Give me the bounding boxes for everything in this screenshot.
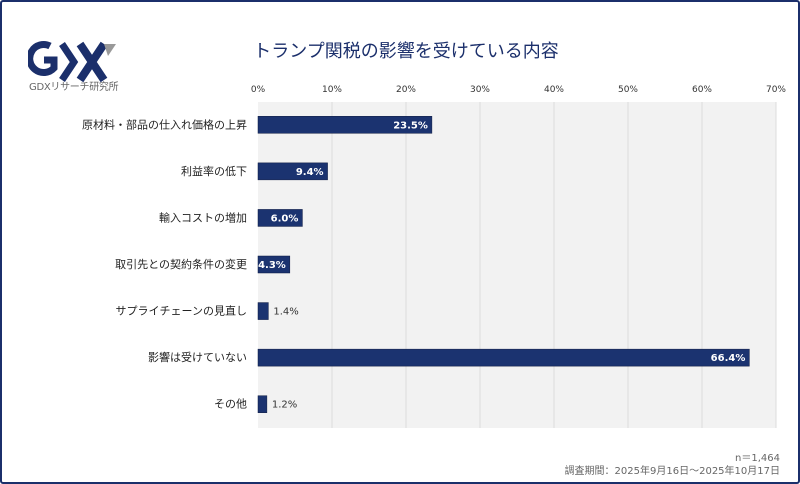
category-label: 原材料・部品の仕入れ価格の上昇 xyxy=(82,117,247,131)
data-label: 66.4% xyxy=(711,353,746,364)
data-label: 6.0% xyxy=(271,213,299,224)
x-tick-label: 40% xyxy=(544,85,564,95)
survey-period: 調査期間：2025年9月16日～2025年10月17日 xyxy=(564,466,780,477)
x-tick-label: 0% xyxy=(251,85,266,95)
chart-title: トランプ関税の影響を受けている内容 xyxy=(253,41,559,62)
category-label: サプライチェーンの見直し xyxy=(116,304,247,318)
bar xyxy=(257,209,303,227)
x-tick-label: 50% xyxy=(618,85,638,95)
data-label: 4.3% xyxy=(258,260,286,271)
data-label: 23.5% xyxy=(393,120,428,131)
data-label: 1.4% xyxy=(273,307,298,318)
category-label: 取引先との契約条件の変更 xyxy=(115,257,247,271)
x-tick-label: 30% xyxy=(470,85,490,95)
x-tick-label: 60% xyxy=(692,85,712,95)
sample-size: n＝1,464 xyxy=(735,453,780,464)
category-label: 利益率の低下 xyxy=(181,164,247,178)
bar xyxy=(257,348,750,367)
footer: n＝1,464 調査期間：2025年9月16日～2025年10月17日 xyxy=(565,452,780,478)
x-tick-label: 10% xyxy=(322,85,342,95)
logo-text: GDXリサーチ研究所 xyxy=(29,82,119,93)
bar xyxy=(257,302,269,320)
bar xyxy=(257,255,291,274)
gdx-logo xyxy=(28,41,116,83)
category-label: 影響は受けていない xyxy=(148,350,247,364)
bar xyxy=(257,116,433,134)
category-label: その他 xyxy=(214,398,247,411)
x-tick-label: 70% xyxy=(766,85,786,95)
data-label: 9.4% xyxy=(296,167,324,178)
category-label: 輸入コストの増加 xyxy=(159,210,247,224)
bar xyxy=(257,395,268,413)
x-tick-label: 20% xyxy=(396,85,416,95)
plot-area xyxy=(258,102,776,428)
data-label: 1.2% xyxy=(272,400,297,411)
bar xyxy=(257,162,328,181)
